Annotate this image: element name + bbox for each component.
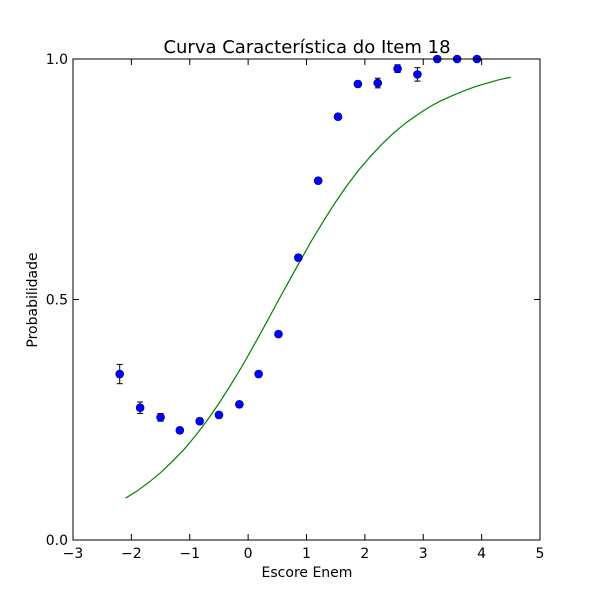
y-axis-label: Probabilidade bbox=[25, 252, 41, 347]
x-tick-label: −1 bbox=[179, 546, 200, 562]
data-point bbox=[294, 253, 303, 262]
x-tick-label: 0 bbox=[244, 546, 253, 562]
data-point bbox=[353, 79, 363, 89]
x-tick-label: 4 bbox=[477, 546, 486, 562]
data-point bbox=[373, 78, 383, 88]
data-point bbox=[175, 426, 185, 435]
data-point bbox=[235, 400, 244, 409]
data-point bbox=[413, 70, 422, 79]
x-tick-label: 5 bbox=[536, 546, 545, 562]
x-tick-label: 3 bbox=[419, 546, 428, 562]
data-point bbox=[195, 416, 204, 426]
plot-frame bbox=[72, 58, 541, 541]
fitted-curve bbox=[125, 76, 511, 499]
y-tick-label: 0.0 bbox=[46, 533, 68, 549]
data-point bbox=[156, 413, 165, 422]
data-point bbox=[313, 176, 323, 185]
data-point bbox=[135, 403, 145, 413]
data-point bbox=[393, 64, 402, 73]
x-tick-label: 2 bbox=[360, 546, 369, 562]
y-tick-label: 0.5 bbox=[46, 293, 68, 309]
data-point bbox=[333, 112, 343, 122]
y-tick-label: 1.0 bbox=[46, 52, 68, 68]
data-point bbox=[254, 369, 263, 379]
x-tick-label: 1 bbox=[302, 546, 311, 562]
x-tick-label: −2 bbox=[121, 546, 142, 562]
data-point bbox=[214, 410, 224, 420]
chart-title: Curva Característica do Item 18 bbox=[163, 37, 450, 58]
x-tick-label: −3 bbox=[63, 546, 84, 562]
data-point bbox=[274, 329, 283, 339]
x-axis-label: Escore Enem bbox=[262, 565, 353, 581]
data-point bbox=[115, 369, 124, 379]
